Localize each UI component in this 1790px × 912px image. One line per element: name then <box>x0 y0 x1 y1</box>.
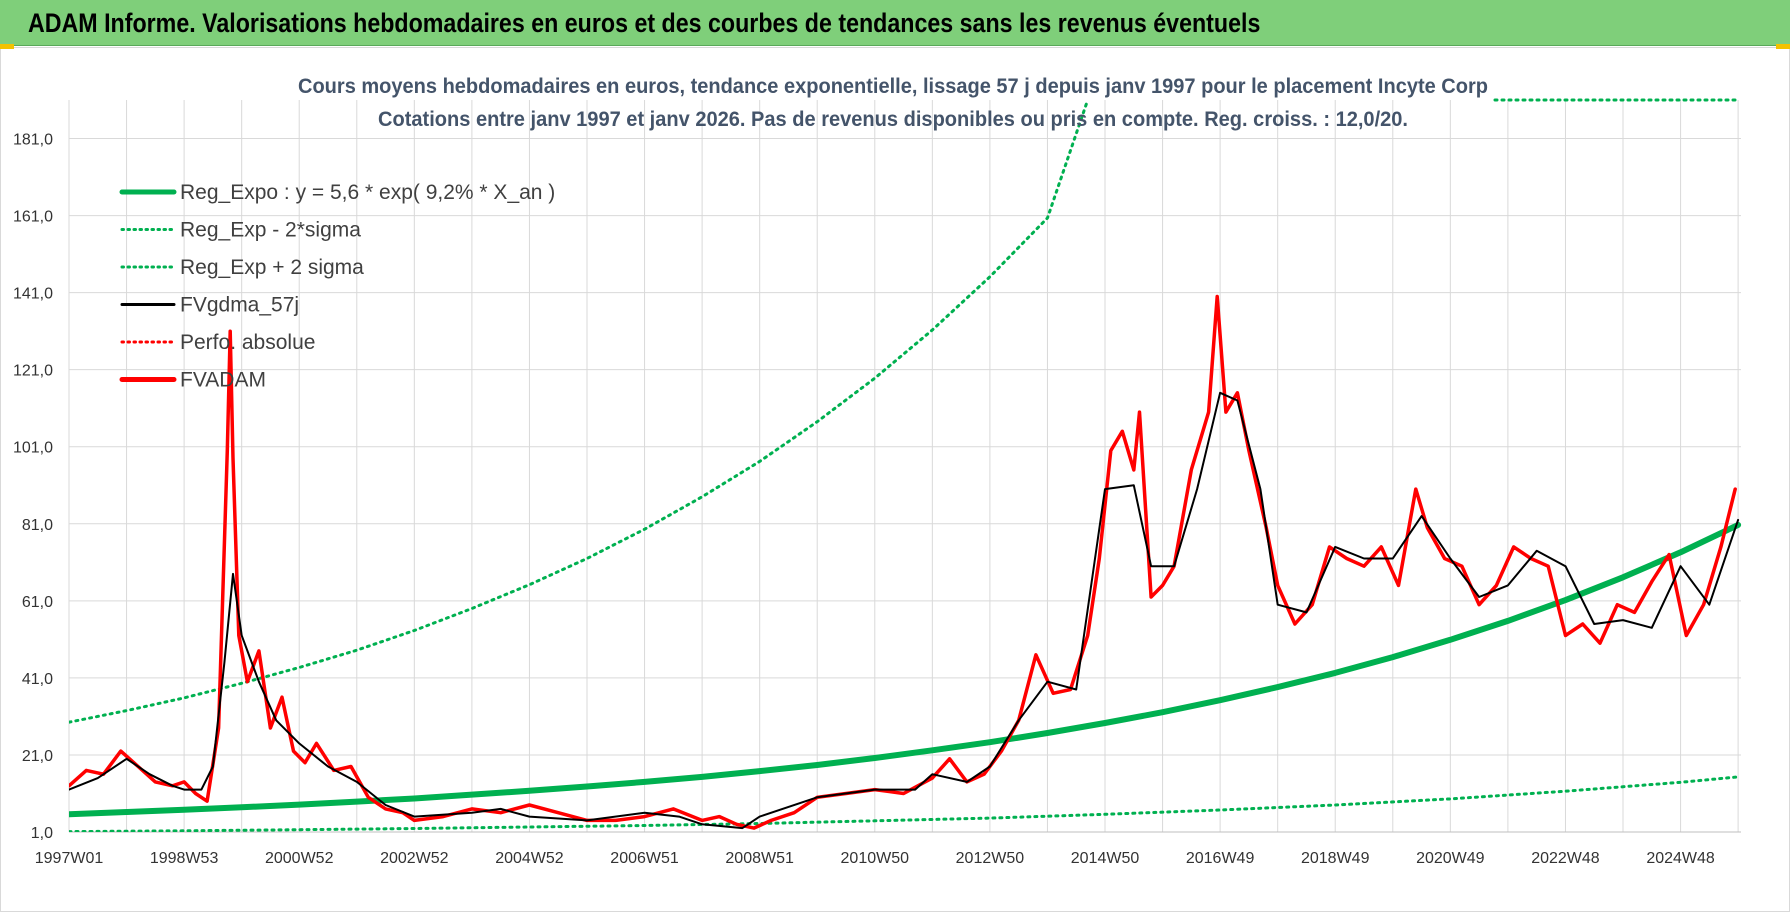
frame-corner-marker <box>0 44 14 49</box>
x-tick-label: 2000W52 <box>265 850 334 867</box>
report-title: ADAM Informe. Valorisations hebdomadaire… <box>28 8 1261 38</box>
series-line-reg-exp-plus-2sigma <box>69 98 1090 724</box>
y-tick-label: 81,0 <box>22 517 53 534</box>
legend-label: Reg_Exp - 2*sigma <box>180 219 361 242</box>
chart-legend: Reg_Expo : y = 5,6 * exp( 9,2% * X_an ) R… <box>119 181 555 392</box>
series-line-reg-expo <box>69 521 1742 818</box>
x-tick-label: 2014W50 <box>1071 850 1140 867</box>
y-tick-label: 21,0 <box>22 748 53 765</box>
x-tick-label: 1997W01 <box>35 850 104 867</box>
y-axis-tick-labels: 1,0 21,0 41,0 61,0 81,0 101,0 121,0 141,0 161,0 1… <box>13 132 53 842</box>
x-tick-label: 2002W52 <box>380 850 449 867</box>
chart-series <box>69 98 1742 832</box>
chart-grid <box>68 100 1741 833</box>
series-line-fvadam <box>69 294 1737 830</box>
chart-title: Cours moyens hebdomadaires en euros, ten… <box>298 75 1488 98</box>
legend-label: Reg_Expo : y = 5,6 * exp( 9,2% * X_an ) <box>180 181 555 204</box>
x-tick-label: 2022W48 <box>1531 850 1600 867</box>
y-tick-label: 61,0 <box>22 594 53 611</box>
series-line-fvgdma-57j <box>69 391 1740 830</box>
y-tick-label: 101,0 <box>13 440 53 457</box>
series-line-reg-exp-minus-2sigma <box>69 775 1740 832</box>
x-tick-label: 2024W48 <box>1646 850 1715 867</box>
x-tick-label: 2016W49 <box>1186 850 1255 867</box>
x-tick-label: 2004W52 <box>495 850 564 867</box>
chart-subtitle: Cotations entre janv 1997 et janv 2026. … <box>378 108 1408 131</box>
legend-label: FVADAM <box>180 369 266 392</box>
x-tick-label: 2010W50 <box>841 850 910 867</box>
x-tick-label: 2008W51 <box>725 850 794 867</box>
x-tick-label: 1998W53 <box>150 850 219 867</box>
y-tick-label: 121,0 <box>13 363 53 380</box>
x-axis-tick-labels: 1997W01 1998W53 2000W52 2002W52 2004W52 2006W… <box>35 850 1715 867</box>
x-tick-label: 2020W49 <box>1416 850 1485 867</box>
y-tick-label: 1,0 <box>31 825 53 842</box>
x-tick-label: 2012W50 <box>956 850 1025 867</box>
legend-label: FVgdma_57j <box>180 294 299 317</box>
legend-label: Perfo. absolue <box>180 331 315 354</box>
report-banner: ADAM Informe. Valorisations hebdomadaire… <box>0 0 1790 46</box>
x-tick-label: 2006W51 <box>610 850 679 867</box>
y-tick-label: 141,0 <box>13 286 53 303</box>
frame-corner-marker <box>1776 44 1790 49</box>
y-tick-label: 181,0 <box>13 132 53 149</box>
y-tick-label: 161,0 <box>13 209 53 226</box>
legend-label: Reg_Exp + 2 sigma <box>180 256 364 279</box>
y-tick-label: 41,0 <box>22 671 53 688</box>
x-tick-label: 2018W49 <box>1301 850 1370 867</box>
